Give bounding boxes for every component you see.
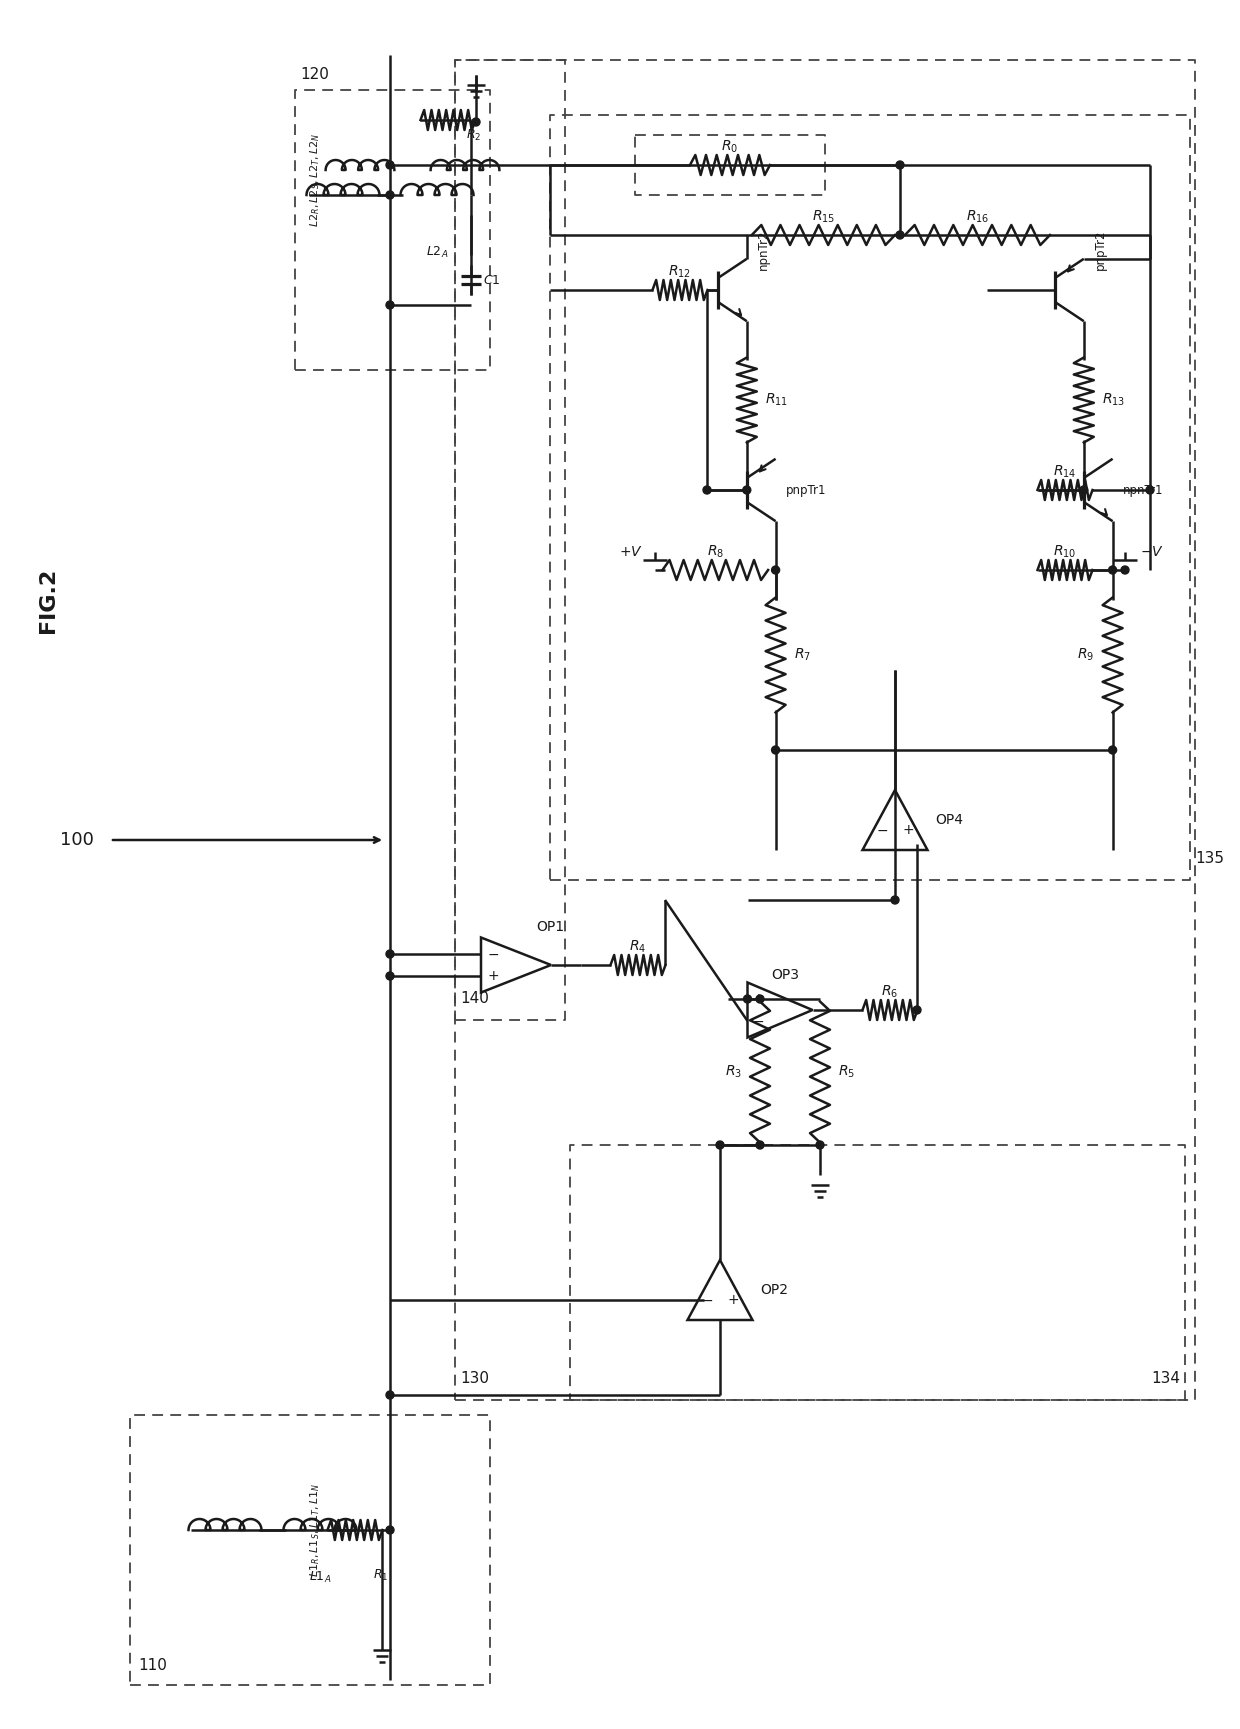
Text: FIG.2: FIG.2	[38, 567, 58, 633]
Text: $R_8$: $R_8$	[707, 545, 724, 560]
Circle shape	[715, 1141, 724, 1150]
Circle shape	[756, 994, 764, 1003]
Text: $R_0$: $R_0$	[722, 138, 739, 156]
Circle shape	[386, 1392, 394, 1399]
Text: $L2_A$: $L2_A$	[425, 246, 448, 259]
Circle shape	[386, 1527, 394, 1534]
Circle shape	[897, 232, 904, 239]
Text: OP1: OP1	[536, 920, 564, 934]
Text: $R_{14}$: $R_{14}$	[1053, 463, 1076, 481]
Text: OP2: OP2	[760, 1283, 789, 1297]
Text: 120: 120	[300, 67, 329, 81]
Circle shape	[386, 301, 394, 309]
Circle shape	[743, 486, 750, 494]
Text: pnpTr2: pnpTr2	[1094, 230, 1106, 270]
Text: $-V$: $-V$	[1140, 545, 1164, 558]
Text: $R_7$: $R_7$	[794, 647, 811, 664]
Circle shape	[386, 972, 394, 980]
Circle shape	[386, 190, 394, 199]
Circle shape	[771, 745, 780, 754]
Circle shape	[756, 1141, 764, 1150]
Text: $+$: $+$	[486, 968, 498, 984]
Text: 130: 130	[460, 1371, 489, 1387]
Text: $R_{12}$: $R_{12}$	[668, 265, 692, 280]
Text: $-$: $-$	[875, 823, 888, 837]
Circle shape	[1109, 565, 1116, 574]
Text: 134: 134	[1151, 1371, 1180, 1387]
Circle shape	[703, 486, 711, 494]
Text: 140: 140	[460, 991, 489, 1006]
Text: $R_{11}$: $R_{11}$	[765, 392, 787, 408]
Text: $R_{15}$: $R_{15}$	[812, 209, 835, 225]
Circle shape	[892, 896, 899, 904]
Circle shape	[386, 949, 394, 958]
Circle shape	[744, 994, 751, 1003]
Text: $-$: $-$	[486, 947, 498, 961]
Circle shape	[913, 1006, 921, 1013]
Text: npnTr2: npnTr2	[756, 230, 770, 270]
Circle shape	[386, 161, 394, 169]
Circle shape	[816, 1141, 825, 1150]
Text: OP3: OP3	[771, 968, 799, 982]
Text: $R_3$: $R_3$	[725, 1063, 742, 1081]
Text: npnTr1: npnTr1	[1122, 484, 1163, 496]
Text: $R_1$: $R_1$	[373, 1568, 388, 1582]
Text: 110: 110	[138, 1658, 167, 1674]
Text: $+$: $+$	[901, 823, 914, 837]
Circle shape	[1146, 486, 1154, 494]
Text: $R_6$: $R_6$	[882, 984, 899, 999]
Text: $R_4$: $R_4$	[630, 939, 646, 954]
Text: $-$: $-$	[701, 1293, 713, 1307]
Text: $+$: $+$	[727, 1293, 739, 1307]
Text: $R_{16}$: $R_{16}$	[966, 209, 990, 225]
Circle shape	[771, 565, 780, 574]
Text: $L1_R,L1_S,L1_T,L1_N$: $L1_R,L1_S,L1_T,L1_N$	[308, 1483, 322, 1577]
Text: OP4: OP4	[935, 813, 963, 826]
Circle shape	[472, 118, 480, 126]
Text: $-$: $-$	[753, 1013, 764, 1029]
Text: $R_5$: $R_5$	[838, 1063, 856, 1081]
Text: 135: 135	[1195, 851, 1224, 866]
Circle shape	[1121, 565, 1128, 574]
Text: $R_2$: $R_2$	[466, 128, 481, 142]
Text: 100: 100	[60, 832, 94, 849]
Text: $R_{13}$: $R_{13}$	[1102, 392, 1125, 408]
Text: pnpTr1: pnpTr1	[785, 484, 826, 496]
Circle shape	[1080, 486, 1087, 494]
Text: $R_9$: $R_9$	[1078, 647, 1095, 664]
Circle shape	[1109, 745, 1116, 754]
Text: $R_{10}$: $R_{10}$	[1053, 545, 1076, 560]
Circle shape	[897, 161, 904, 169]
Text: $+$: $+$	[753, 992, 764, 1006]
Text: $L2_R,L2_S,L2_T,L2_N$: $L2_R,L2_S,L2_T,L2_N$	[308, 133, 322, 226]
Text: $C1$: $C1$	[484, 273, 501, 287]
Text: $+V$: $+V$	[619, 545, 644, 558]
Text: $L1_A$: $L1_A$	[309, 1570, 331, 1585]
